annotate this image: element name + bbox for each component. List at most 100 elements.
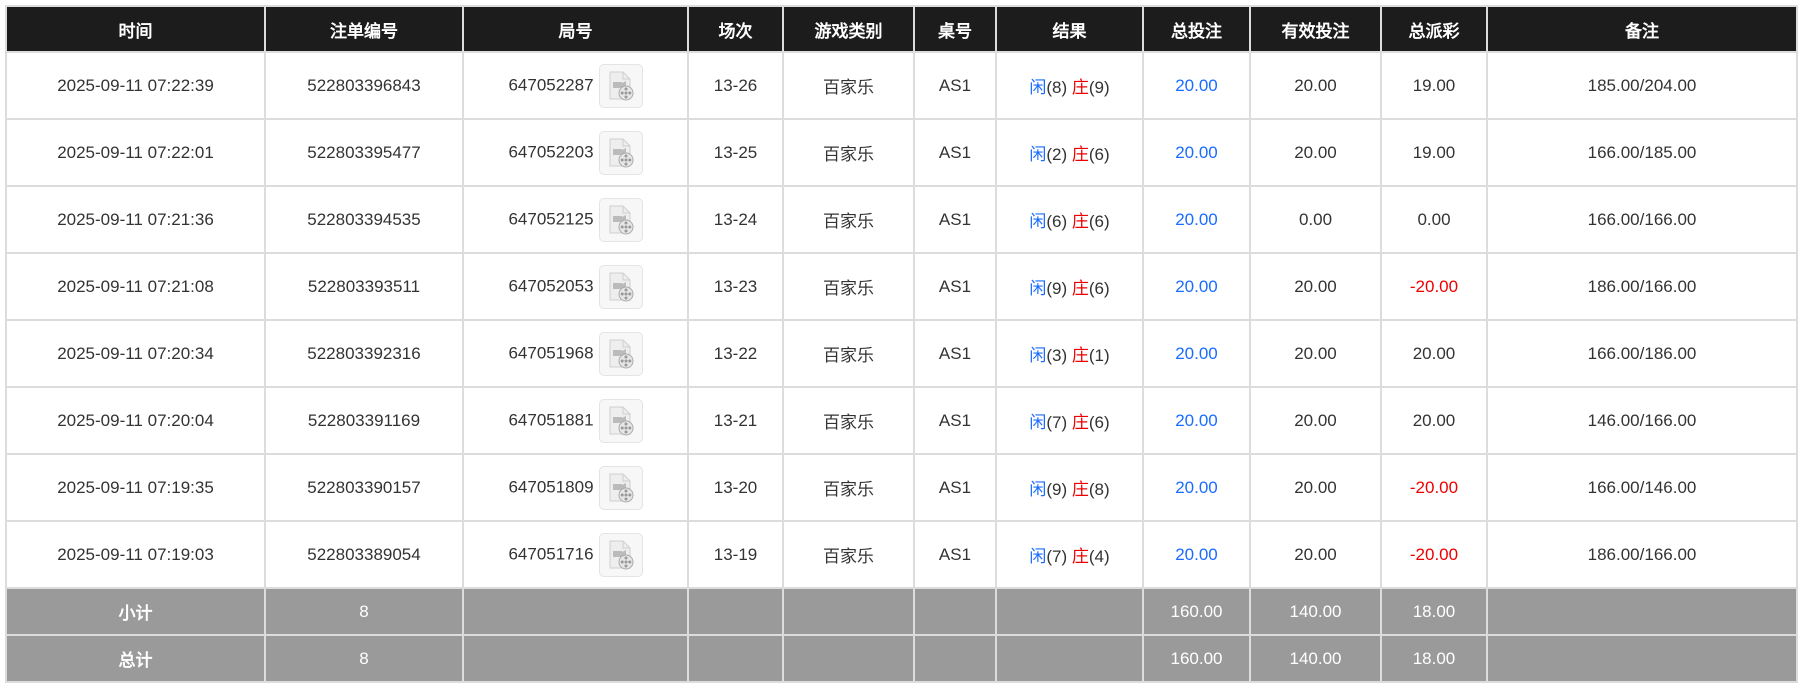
empty-cell — [1486, 634, 1798, 683]
video-replay-icon[interactable] — [598, 197, 643, 242]
bet-id: 522803393511 — [264, 252, 464, 321]
valid-bet: 20.00 — [1249, 453, 1382, 522]
banker-label: 庄 — [1071, 413, 1089, 432]
empty-cell — [1486, 587, 1798, 636]
video-replay-icon[interactable] — [598, 465, 643, 510]
banker-score: (1) — [1088, 346, 1110, 365]
empty-cell — [995, 634, 1144, 683]
banker-score: (6) — [1088, 212, 1110, 231]
subtotal-label: 小计 — [5, 587, 266, 636]
banker-label: 庄 — [1071, 279, 1089, 298]
bet-id: 522803390157 — [264, 453, 464, 522]
note: 146.00/166.00 — [1486, 386, 1798, 455]
bet-id: 522803391169 — [264, 386, 464, 455]
table-number: AS1 — [913, 185, 997, 254]
result-cell: 闲(2) 庄(6) — [995, 118, 1144, 187]
shoe-number: 13-24 — [687, 185, 784, 254]
round-id: 647051716 — [508, 543, 594, 563]
table-row: 2025-09-11 07:21:08 522803393511 647052053… — [5, 252, 1798, 321]
total-bet: 20.00 — [1142, 51, 1251, 120]
shoe-number: 13-21 — [687, 386, 784, 455]
column-header: 注单编号 — [264, 5, 464, 53]
bet-time: 2025-09-11 07:19:03 — [5, 520, 266, 589]
result-cell: 闲(6) 庄(6) — [995, 185, 1144, 254]
game-type: 百家乐 — [782, 520, 915, 589]
banker-score: (6) — [1088, 279, 1110, 298]
bet-time: 2025-09-11 07:21:36 — [5, 185, 266, 254]
table-row: 2025-09-11 07:19:03 522803389054 647051716… — [5, 520, 1798, 589]
empty-cell — [913, 587, 997, 636]
round-id: 647052203 — [508, 141, 594, 161]
video-replay-icon[interactable] — [598, 331, 643, 376]
shoe-number: 13-19 — [687, 520, 784, 589]
table-row: 2025-09-11 07:22:01 522803395477 647052203… — [5, 118, 1798, 187]
bet-id: 522803394535 — [264, 185, 464, 254]
bet-time: 2025-09-11 07:22:01 — [5, 118, 266, 187]
note: 166.00/185.00 — [1486, 118, 1798, 187]
result-cell: 闲(7) 庄(4) — [995, 520, 1144, 589]
video-replay-icon[interactable] — [598, 398, 643, 443]
player-score: (9) — [1046, 480, 1068, 499]
valid-bet: 20.00 — [1249, 118, 1382, 187]
player-score: (7) — [1046, 413, 1068, 432]
table-number: AS1 — [913, 51, 997, 120]
round-cell: 647051968 — [462, 319, 689, 388]
total-bet: 20.00 — [1142, 386, 1251, 455]
note: 166.00/166.00 — [1486, 185, 1798, 254]
player-label: 闲 — [1029, 547, 1047, 566]
video-replay-icon[interactable] — [598, 264, 643, 309]
player-score: (2) — [1046, 145, 1068, 164]
result-cell: 闲(9) 庄(6) — [995, 252, 1144, 321]
payout: 20.00 — [1380, 386, 1488, 455]
shoe-number: 13-23 — [687, 252, 784, 321]
total-bet: 20.00 — [1142, 185, 1251, 254]
payout: 19.00 — [1380, 118, 1488, 187]
result-cell: 闲(3) 庄(1) — [995, 319, 1144, 388]
round-cell: 647052287 — [462, 51, 689, 120]
banker-label: 庄 — [1071, 480, 1089, 499]
subtotal-total-bet: 160.00 — [1142, 587, 1251, 636]
round-cell: 647051881 — [462, 386, 689, 455]
round-id: 647052287 — [508, 74, 594, 94]
shoe-number: 13-22 — [687, 319, 784, 388]
subtotal-row: 小计 8 160.00 140.00 18.00 — [5, 587, 1798, 636]
grandtotal-payout: 18.00 — [1380, 634, 1488, 683]
total-bet: 20.00 — [1142, 520, 1251, 589]
player-label: 闲 — [1029, 212, 1047, 231]
bet-time: 2025-09-11 07:19:35 — [5, 453, 266, 522]
bet-records-table: 时间 注单编号 局号 场次 游戏类别 桌号 结果 总投注 有效投注 总派彩 备注 2025-09-1… — [5, 5, 1798, 683]
result-cell: 闲(8) 庄(9) — [995, 51, 1144, 120]
round-id: 647051881 — [508, 409, 594, 429]
total-bet: 20.00 — [1142, 118, 1251, 187]
round-id: 647052125 — [508, 208, 594, 228]
note: 186.00/166.00 — [1486, 520, 1798, 589]
game-type: 百家乐 — [782, 185, 915, 254]
banker-score: (8) — [1088, 480, 1110, 499]
player-label: 闲 — [1029, 78, 1047, 97]
player-score: (3) — [1046, 346, 1068, 365]
subtotal-payout: 18.00 — [1380, 587, 1488, 636]
video-replay-icon[interactable] — [598, 63, 643, 108]
note: 185.00/204.00 — [1486, 51, 1798, 120]
game-type: 百家乐 — [782, 51, 915, 120]
column-header: 时间 — [5, 5, 266, 53]
note: 186.00/166.00 — [1486, 252, 1798, 321]
round-id: 647052053 — [508, 275, 594, 295]
round-cell: 647052203 — [462, 118, 689, 187]
subtotal-valid-bet: 140.00 — [1249, 587, 1382, 636]
table-number: AS1 — [913, 386, 997, 455]
bet-id: 522803392316 — [264, 319, 464, 388]
empty-cell — [687, 587, 784, 636]
grandtotal-count: 8 — [264, 634, 464, 683]
player-label: 闲 — [1029, 346, 1047, 365]
column-header: 场次 — [687, 5, 784, 53]
video-replay-icon[interactable] — [598, 532, 643, 577]
shoe-number: 13-20 — [687, 453, 784, 522]
table-row: 2025-09-11 07:20:34 522803392316 647051968… — [5, 319, 1798, 388]
video-replay-icon[interactable] — [598, 130, 643, 175]
round-cell: 647051809 — [462, 453, 689, 522]
table-number: AS1 — [913, 252, 997, 321]
column-header: 备注 — [1486, 5, 1798, 53]
table-row: 2025-09-11 07:20:04 522803391169 647051881… — [5, 386, 1798, 455]
column-header: 总派彩 — [1380, 5, 1488, 53]
